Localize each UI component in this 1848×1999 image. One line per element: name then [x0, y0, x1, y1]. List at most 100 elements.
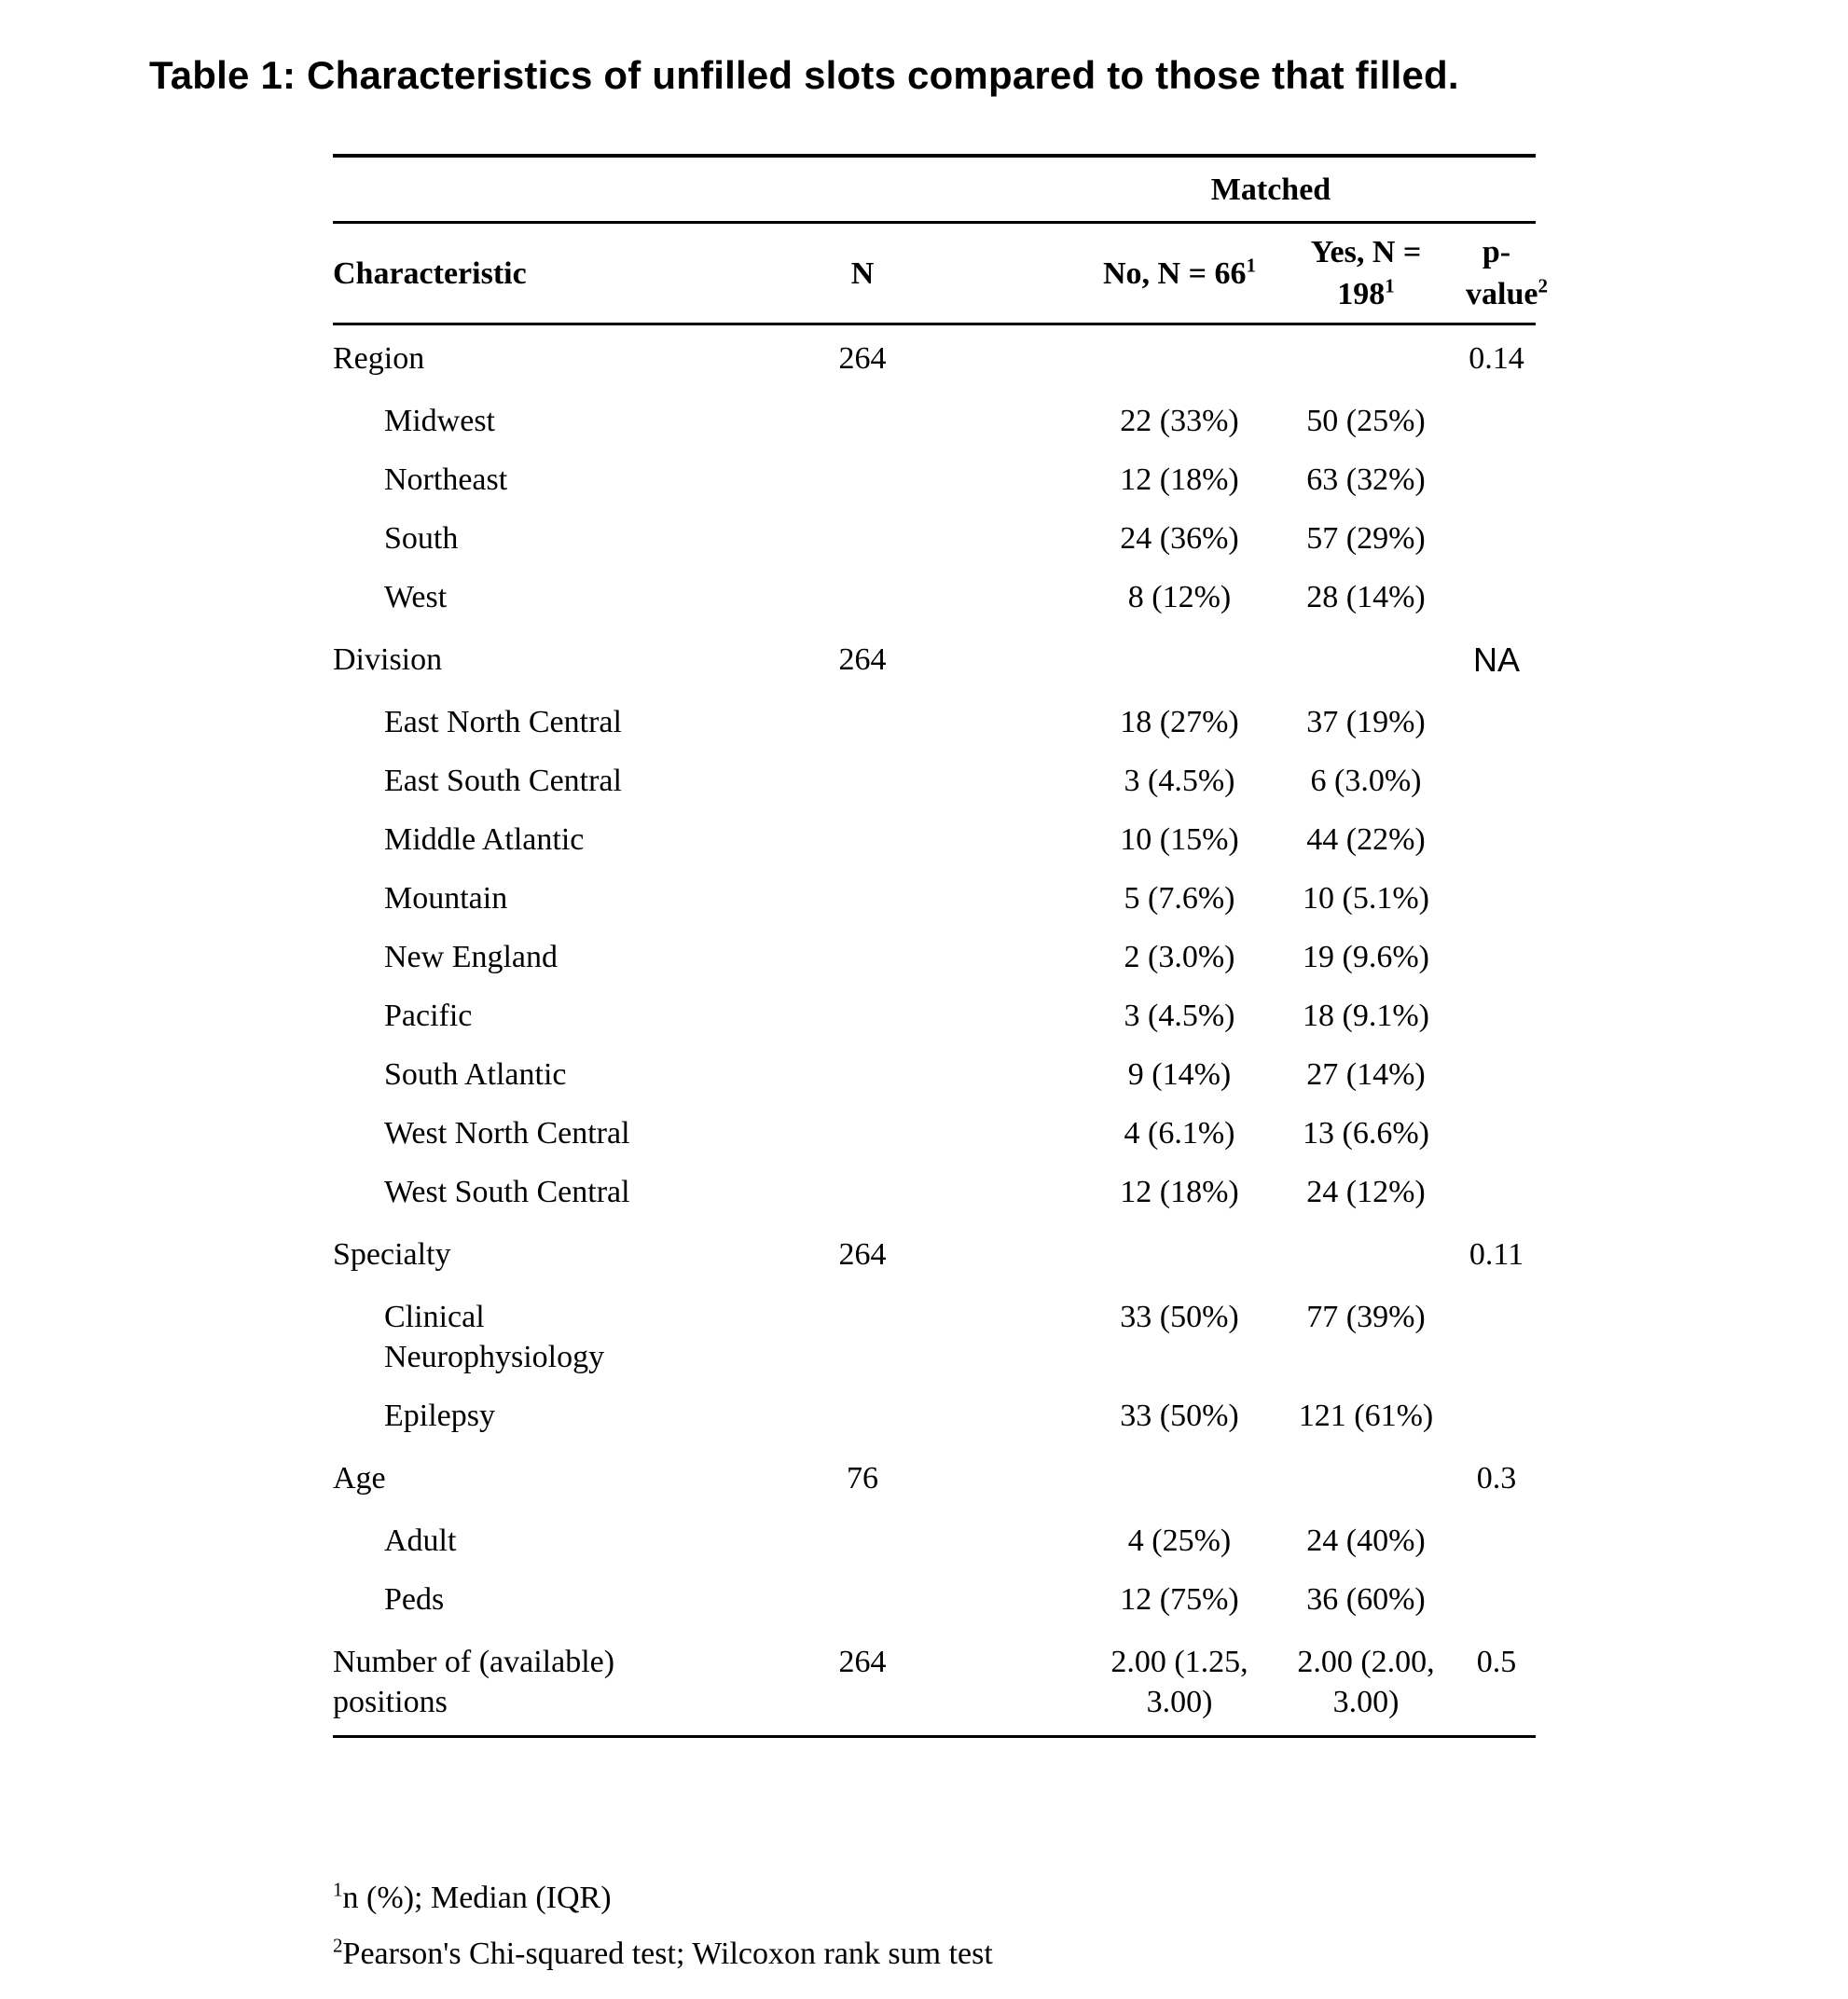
row-yes-value: 57 (29%)	[1306, 521, 1426, 556]
row-yes-value	[1275, 1221, 1457, 1288]
row-yes-value: 36 (60%)	[1306, 1582, 1426, 1617]
row-no-value: 8 (12%)	[1127, 580, 1232, 614]
table-row: Division 264 NA	[333, 627, 1536, 693]
row-no-value	[1084, 1221, 1275, 1288]
row-no-value: 9 (14%)	[1127, 1057, 1232, 1092]
row-yes-value: 50 (25%)	[1306, 404, 1426, 438]
table-row: East South Central 3 (4.5%) 6 (3.0%)	[333, 751, 1536, 810]
row-label: Age	[333, 1461, 386, 1496]
table-row: South 24 (36%) 57 (29%)	[333, 509, 1536, 568]
row-no-value: 12 (75%)	[1120, 1582, 1239, 1617]
table-row: Age 76 0.3	[333, 1445, 1536, 1511]
row-yes-value: 27 (14%)	[1306, 1057, 1426, 1092]
row-no-value	[1084, 1445, 1275, 1511]
row-yes-value: 28 (14%)	[1306, 580, 1426, 614]
table-footnotes: 1n (%); Median (IQR) 2Pearson's Chi-squa…	[333, 1878, 993, 1990]
row-label: Specialty	[333, 1237, 451, 1272]
row-yes-value: 44 (22%)	[1306, 822, 1426, 857]
row-no-value: 3 (4.5%)	[1124, 999, 1235, 1033]
row-no-value	[1084, 627, 1275, 693]
row-n-value: 264	[838, 1645, 887, 1679]
row-p-value	[1457, 450, 1536, 509]
row-no-value: 2 (3.0%)	[1124, 940, 1235, 974]
row-p-value: 0.14	[1469, 341, 1524, 376]
row-p-value	[1457, 928, 1536, 986]
row-yes-value: 63 (32%)	[1306, 462, 1426, 497]
row-p-value: NA	[1472, 641, 1520, 679]
header-characteristic: Characteristic	[333, 255, 527, 291]
header-no-matched: No, N = 661	[1102, 254, 1257, 291]
row-yes-value: 24 (40%)	[1306, 1523, 1426, 1558]
table-row: West South Central 12 (18%) 24 (12%)	[333, 1163, 1536, 1221]
row-label: Epilepsy	[384, 1399, 495, 1433]
row-no-value: 2.00 (1.25, 3.00)	[1110, 1645, 1248, 1719]
row-label: Adult	[384, 1523, 457, 1558]
header-p-value: p-value2	[1466, 235, 1548, 311]
row-p-value	[1457, 1104, 1536, 1163]
table-row: Adult 4 (25%) 24 (40%)	[333, 1511, 1536, 1570]
row-n-value: 264	[838, 1237, 887, 1272]
table-row: Northeast 12 (18%) 63 (32%)	[333, 450, 1536, 509]
row-label: South Atlantic	[384, 1057, 567, 1092]
row-n-value	[641, 1570, 1084, 1629]
row-yes-value: 2.00 (2.00, 3.00)	[1297, 1645, 1435, 1719]
row-label: Midwest	[384, 404, 495, 438]
row-label: Middle Atlantic	[384, 822, 585, 857]
row-yes-value: 13 (6.6%)	[1303, 1116, 1429, 1151]
row-no-value: 4 (6.1%)	[1124, 1116, 1235, 1151]
row-label: East South Central	[384, 764, 622, 798]
row-p-value	[1457, 1288, 1536, 1386]
row-yes-value: 10 (5.1%)	[1303, 881, 1429, 916]
row-no-value: 3 (4.5%)	[1124, 764, 1235, 798]
table-row: Mountain 5 (7.6%) 10 (5.1%)	[333, 869, 1536, 928]
table-row: East North Central 18 (27%) 37 (19%)	[333, 693, 1536, 751]
row-n-value: 76	[847, 1461, 878, 1496]
row-n-value	[641, 928, 1084, 986]
row-p-value	[1457, 869, 1536, 928]
row-n-value	[641, 509, 1084, 568]
row-p-value: 0.11	[1469, 1237, 1524, 1272]
row-label: Pacific	[384, 999, 473, 1033]
table-row: Clinical Neurophysiology 33 (50%) 77 (39%)	[333, 1288, 1536, 1386]
matched-spanner-label: Matched	[1210, 172, 1331, 207]
characteristics-table: Matched Characteristic N No, N = 661 Yes…	[333, 154, 1548, 1738]
table-row: Region 264 0.14	[333, 325, 1536, 392]
table-row: West 8 (12%) 28 (14%)	[333, 568, 1536, 627]
row-label: Mountain	[384, 881, 508, 916]
row-yes-value	[1275, 627, 1457, 693]
table-row: Specialty 264 0.11	[333, 1221, 1536, 1288]
row-no-value: 22 (33%)	[1120, 404, 1239, 438]
table-row: Epilepsy 33 (50%) 121 (61%)	[333, 1386, 1536, 1445]
row-no-value	[1084, 325, 1275, 392]
row-n-value	[641, 693, 1084, 751]
row-yes-value: 77 (39%)	[1306, 1300, 1426, 1334]
spanner-empty-left	[333, 158, 1084, 221]
row-n-value: 264	[838, 642, 887, 677]
row-no-value: 5 (7.6%)	[1124, 881, 1235, 916]
row-n-value	[641, 986, 1084, 1045]
row-label: West North Central	[384, 1116, 630, 1151]
row-no-value: 33 (50%)	[1120, 1300, 1239, 1334]
footnote-marker: 1	[1246, 254, 1257, 277]
row-p-value	[1457, 751, 1536, 810]
table-row: West North Central 4 (6.1%) 13 (6.6%)	[333, 1104, 1536, 1163]
row-p-value	[1457, 392, 1536, 450]
table-row: South Atlantic 9 (14%) 27 (14%)	[333, 1045, 1536, 1104]
matched-spanner-row: Matched	[333, 158, 1536, 224]
table-header-row: Characteristic N No, N = 661 Yes, N = 19…	[333, 224, 1548, 325]
row-p-value	[1457, 810, 1536, 869]
row-p-value	[1457, 1386, 1536, 1445]
row-n-value	[641, 450, 1084, 509]
table-row: Midwest 22 (33%) 50 (25%)	[333, 392, 1536, 450]
table-row: Pacific 3 (4.5%) 18 (9.1%)	[333, 986, 1536, 1045]
row-n-value	[641, 392, 1084, 450]
row-no-value: 10 (15%)	[1120, 822, 1239, 857]
row-yes-value: 19 (9.6%)	[1303, 940, 1429, 974]
row-n-value	[641, 1104, 1084, 1163]
row-n-value	[641, 1288, 1084, 1386]
table-title: Table 1: Characteristics of unfilled slo…	[149, 53, 1459, 97]
row-label: Number of (available) positions	[333, 1645, 615, 1719]
row-n-value: 264	[838, 341, 887, 376]
spanner-empty-right	[1457, 158, 1536, 221]
row-label: Clinical Neurophysiology	[384, 1300, 605, 1374]
